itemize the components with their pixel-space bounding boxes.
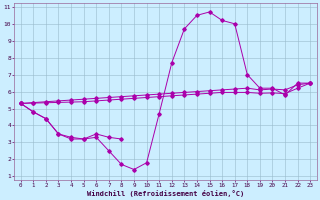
X-axis label: Windchill (Refroidissement éolien,°C): Windchill (Refroidissement éolien,°C): [87, 190, 244, 197]
